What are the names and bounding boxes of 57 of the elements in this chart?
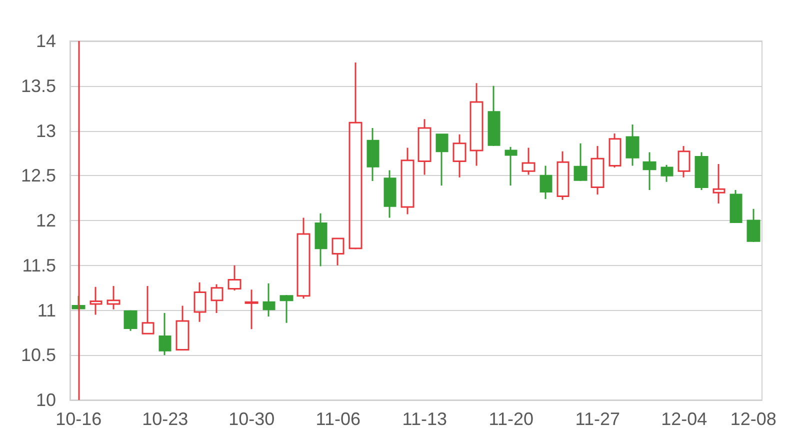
candlestick: [712, 163, 726, 204]
x-tick-label: 10-16: [56, 409, 102, 429]
candlestick: [608, 132, 622, 168]
candlestick: [452, 134, 466, 178]
y-tick-label: 13: [36, 120, 56, 141]
candlestick: [556, 150, 570, 201]
candlestick: [522, 147, 536, 176]
x-tick-label: 11-13: [402, 409, 447, 429]
candlestick: [348, 62, 362, 250]
candlestick: [436, 134, 448, 186]
candlestick: [540, 165, 552, 200]
x-tick-label: 12-08: [730, 409, 776, 429]
x-tick-label: 10-30: [228, 409, 275, 429]
candlestick: [210, 283, 224, 314]
y-tick-label: 11.5: [22, 255, 56, 276]
candlestick: [678, 145, 690, 178]
candlestick: [90, 286, 102, 316]
candlestick: [400, 147, 414, 215]
y-tick-label: 10.5: [20, 345, 56, 366]
candlestick: [176, 305, 190, 350]
x-tick-label: 11-20: [488, 409, 534, 429]
x-tick-label: 11-06: [316, 409, 360, 429]
candlestick: [124, 310, 138, 332]
candlestick: [730, 189, 742, 224]
y-tick-label: 12.5: [20, 166, 56, 186]
candlestick: [280, 294, 294, 324]
y-tick-label: 11: [37, 300, 56, 320]
candlestick: [626, 124, 640, 167]
candlestick: [296, 217, 310, 300]
candlestick: [694, 152, 708, 191]
candlestick: [366, 127, 380, 182]
x-tick-label: 10-23: [142, 409, 188, 429]
candlestick: [106, 285, 120, 310]
candlestick: [418, 118, 432, 176]
candlestick: [332, 238, 344, 266]
candlestick: [262, 282, 276, 318]
candlestick: [158, 312, 172, 356]
y-tick-label: 14: [36, 31, 56, 51]
y-tick-label: 13.5: [20, 76, 56, 96]
y-tick-label: 12: [36, 210, 56, 230]
candlestick: [228, 264, 242, 292]
candlestick: [642, 152, 656, 191]
candlestick: [590, 145, 604, 196]
candlestick: [746, 208, 760, 243]
candlestick: [488, 85, 500, 147]
x-tick-label: 12-04: [661, 409, 708, 429]
candlestick: [142, 285, 154, 334]
candlestick: [244, 288, 258, 330]
candlestick: [574, 142, 588, 182]
candlestick: [660, 164, 674, 183]
y-tick-label: 10: [36, 390, 56, 410]
candlestick: [384, 169, 396, 219]
candlestick: [194, 282, 206, 323]
x-tick-label: 11-27: [575, 409, 620, 429]
candlestick: [504, 146, 518, 186]
candlestick: [470, 82, 484, 167]
candlestick: [314, 212, 328, 268]
